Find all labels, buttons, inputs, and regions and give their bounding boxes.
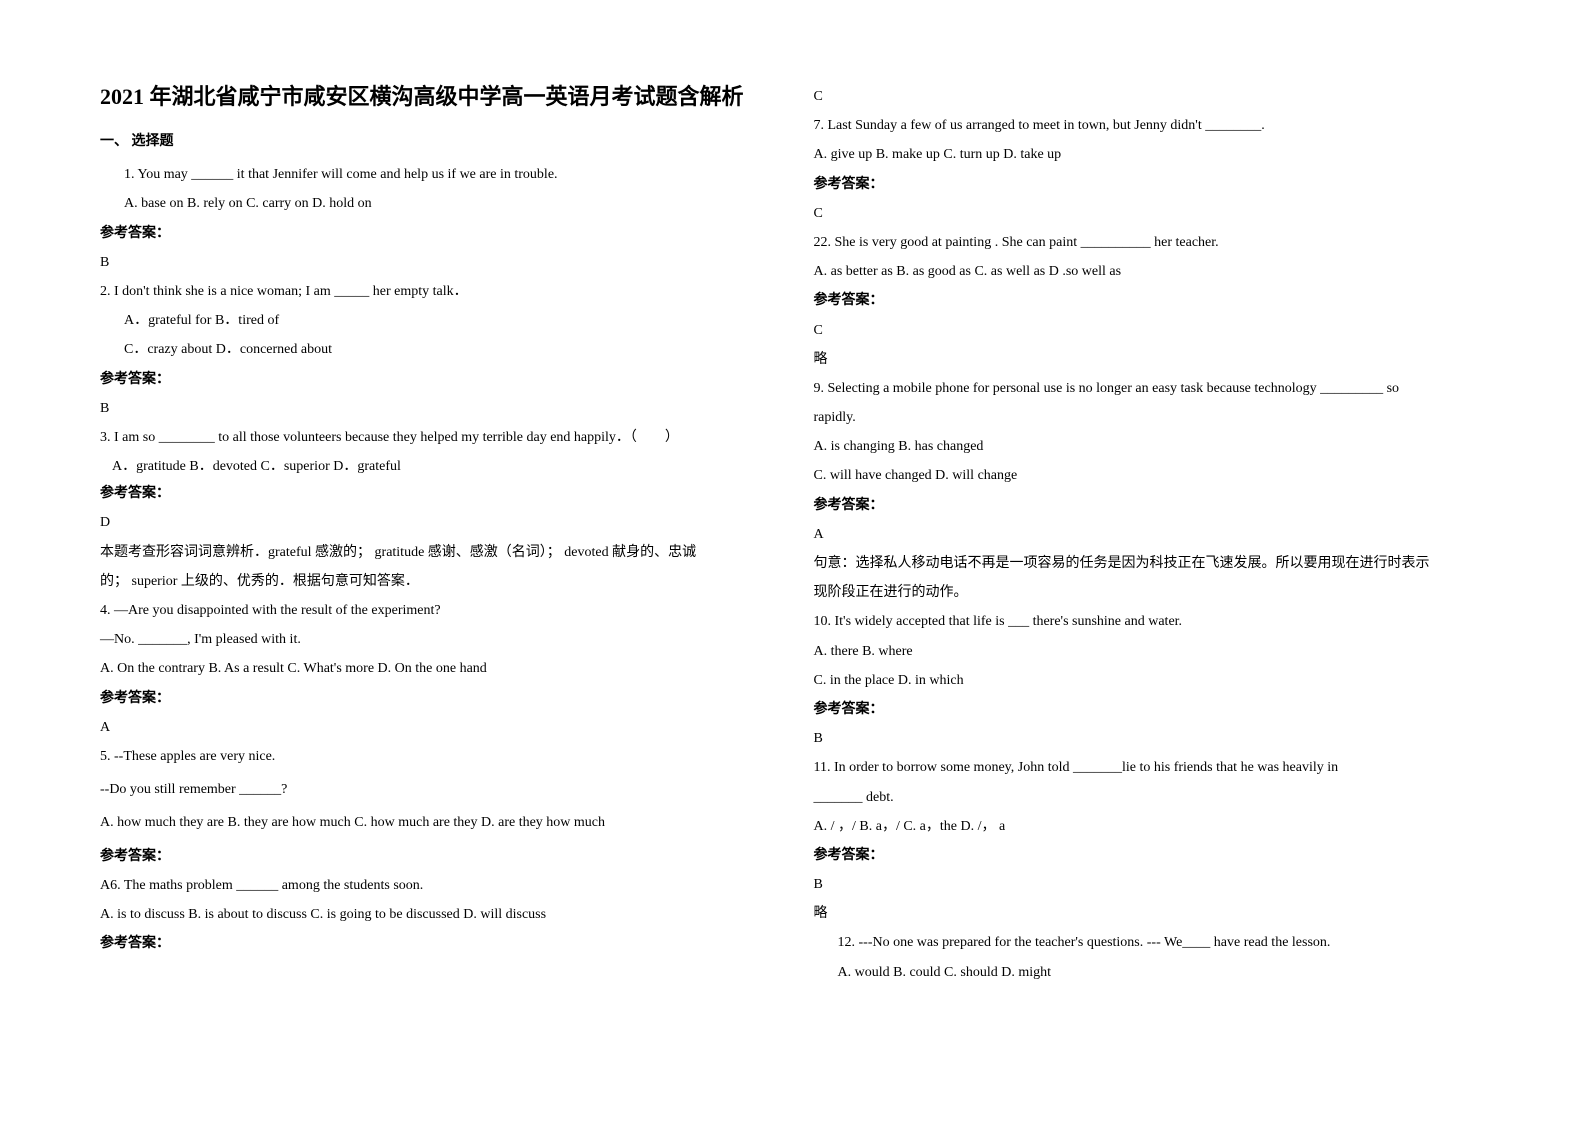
question-5-options: A. how much they are B. they are how muc… [100, 810, 774, 835]
left-column: 2021 年湖北省咸宁市咸安区横沟高级中学高一英语月考试题含解析 一、 选择题 … [100, 80, 774, 989]
question-2-options-a: A．grateful for B．tired of [124, 308, 774, 333]
answer-label: 参考答案： [100, 844, 774, 869]
answer-label: 参考答案： [814, 843, 1488, 868]
question-9a: 9. Selecting a mobile phone for personal… [814, 376, 1488, 401]
explanation-9a: 句意：选择私人移动电话不再是一项容易的任务是因为科技正在飞速发展。所以要用现在进… [814, 551, 1488, 576]
question-5a: 5. --These apples are very nice. [100, 744, 774, 769]
omitted: 略 [814, 347, 1488, 372]
question-7: 7. Last Sunday a few of us arranged to m… [814, 113, 1488, 138]
question-10-options-a: A. there B. where [814, 639, 1488, 664]
answer-7: C [814, 201, 1488, 226]
answer-label: 参考答案： [100, 931, 774, 956]
answer-11: B [814, 872, 1488, 897]
right-column: C 7. Last Sunday a few of us arranged to… [814, 80, 1488, 989]
question-12: 12. ---No one was prepared for the teach… [838, 930, 1488, 955]
answer-label: 参考答案： [814, 697, 1488, 722]
document-title: 2021 年湖北省咸宁市咸安区横沟高级中学高一英语月考试题含解析 [100, 80, 774, 113]
answer-10: B [814, 726, 1488, 751]
question-6-options: A. is to discuss B. is about to discuss … [100, 902, 774, 927]
question-4-options: A. On the contrary B. As a result C. Wha… [100, 656, 774, 681]
answer-6: C [814, 84, 1488, 109]
question-3-options: A．gratitude B．devoted C．superior D．grate… [112, 454, 774, 479]
answer-1: B [100, 250, 774, 275]
answer-22: C [814, 318, 1488, 343]
question-10: 10. It's widely accepted that life is __… [814, 609, 1488, 634]
question-1-options: A. base on B. rely on C. carry on D. hol… [124, 191, 774, 216]
answer-4: A [100, 715, 774, 740]
question-9-options-a: A. is changing B. has changed [814, 434, 1488, 459]
question-11a: 11. In order to borrow some money, John … [814, 755, 1488, 780]
question-12-options: A. would B. could C. should D. might [838, 960, 1488, 985]
question-2-options-b: C．crazy about D．concerned about [124, 337, 774, 362]
page-container: 2021 年湖北省咸宁市咸安区横沟高级中学高一英语月考试题含解析 一、 选择题 … [0, 0, 1587, 1029]
answer-label: 参考答案： [100, 367, 774, 392]
answer-3: D [100, 510, 774, 535]
explanation-3a: 本题考查形容词词意辨析．grateful 感激的； gratitude 感谢、感… [100, 540, 774, 565]
answer-label: 参考答案： [814, 493, 1488, 518]
answer-label: 参考答案： [100, 686, 774, 711]
answer-label: 参考答案： [814, 288, 1488, 313]
question-22: 22. She is very good at painting . She c… [814, 230, 1488, 255]
question-22-options: A. as better as B. as good as C. as well… [814, 259, 1488, 284]
question-1: 1. You may ______ it that Jennifer will … [124, 162, 774, 187]
omitted: 略 [814, 901, 1488, 926]
question-9-options-b: C. will have changed D. will change [814, 463, 1488, 488]
answer-label: 参考答案： [814, 172, 1488, 197]
question-9b: rapidly. [814, 405, 1488, 430]
section-heading: 一、 选择题 [100, 129, 774, 154]
answer-label: 参考答案： [100, 481, 774, 506]
question-10-options-b: C. in the place D. in which [814, 668, 1488, 693]
answer-2: B [100, 396, 774, 421]
answer-label: 参考答案： [100, 221, 774, 246]
question-4b: —No. _______, I'm pleased with it. [100, 627, 774, 652]
question-3: 3. I am so ________ to all those volunte… [100, 425, 774, 450]
question-4a: 4. —Are you disappointed with the result… [100, 598, 774, 623]
question-7-options: A. give up B. make up C. turn up D. take… [814, 142, 1488, 167]
answer-9: A [814, 522, 1488, 547]
answer-5-question-6: A6. The maths problem ______ among the s… [100, 873, 774, 898]
explanation-9b: 现阶段正在进行的动作。 [814, 580, 1488, 605]
question-11-options: A. / ，/ B. a，/ C. a，the D. /， a [814, 814, 1488, 839]
question-2: 2. I don't think she is a nice woman; I … [100, 279, 774, 304]
question-11b: _______ debt. [814, 785, 1488, 810]
question-5b: --Do you still remember ______? [100, 777, 774, 802]
explanation-3b: 的； superior 上级的、优秀的．根据句意可知答案． [100, 569, 774, 594]
